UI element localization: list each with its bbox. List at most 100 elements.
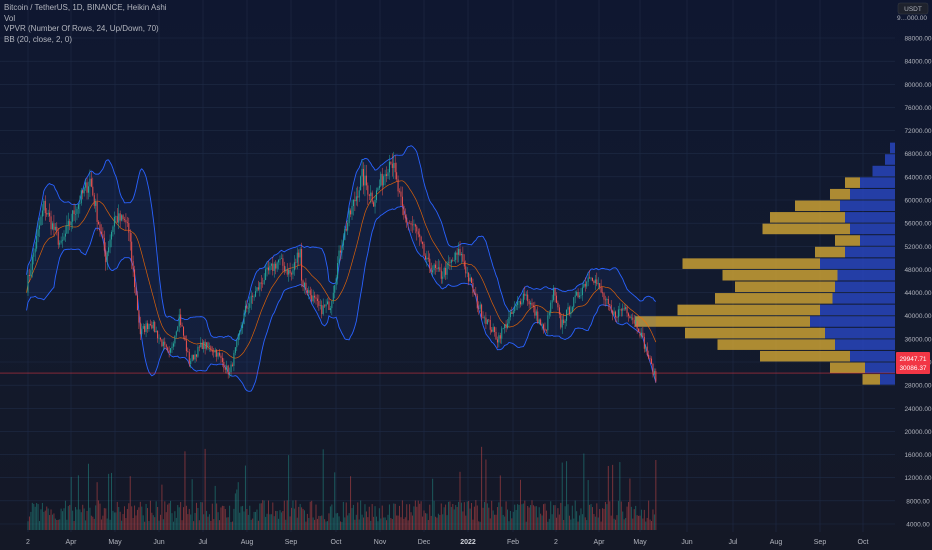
currency-badge[interactable]: USDT 9…000.00	[897, 2, 929, 22]
volume-bar	[293, 508, 295, 530]
time-tick-label: 2	[26, 539, 30, 546]
volume-bar	[568, 515, 570, 530]
time-axis[interactable]: 2 Apr May Jun Jul Aug Sep Oct Nov Dec 2022 Feb 2 Apr M…	[26, 539, 868, 546]
candle-body	[466, 272, 468, 274]
volume-bar	[41, 502, 43, 530]
volume-bar	[149, 500, 151, 530]
candle-body	[265, 269, 267, 280]
volume-bar	[576, 511, 578, 530]
volume-bar	[351, 508, 353, 530]
candle-body	[30, 270, 32, 276]
volume-bar	[361, 514, 363, 530]
volume-bar	[308, 517, 310, 530]
candle-body	[617, 309, 619, 318]
vpvr-down-bar	[722, 269, 838, 281]
volume-bar	[87, 463, 89, 530]
candle-body	[59, 242, 61, 245]
volume-bar	[171, 513, 173, 530]
candle-body	[341, 245, 343, 253]
volume-bar	[70, 476, 72, 530]
volume-indicator-label[interactable]: Vol	[4, 13, 16, 23]
volume-bar	[344, 517, 346, 530]
volume-bar	[368, 506, 370, 530]
volume-bar	[142, 515, 144, 530]
candle-body	[509, 312, 511, 318]
volume-bar	[270, 514, 272, 530]
candle-body	[348, 210, 350, 223]
volume-bar	[177, 505, 179, 530]
candle-body	[446, 262, 448, 275]
candle-body	[422, 241, 424, 245]
candle-body	[468, 272, 470, 282]
candle-body	[383, 176, 385, 186]
volume-bar	[603, 508, 605, 530]
volume-bar	[227, 517, 229, 530]
volume-bar	[83, 508, 85, 530]
volume-bar	[193, 521, 195, 530]
candle-body	[368, 194, 370, 196]
volume-bar	[217, 512, 219, 530]
candle-body	[374, 199, 376, 207]
candle-body	[77, 204, 79, 209]
candle-body	[301, 249, 303, 281]
volume-bar	[125, 518, 127, 530]
volume-bar	[417, 500, 419, 530]
candle-body	[535, 311, 537, 316]
candle-body	[482, 316, 484, 318]
volume-bar	[640, 509, 642, 530]
candle-body	[285, 269, 287, 272]
vpvr-down-bar	[830, 362, 865, 374]
candle-body	[159, 337, 161, 340]
volume-bar	[302, 508, 304, 530]
candle-body	[643, 336, 645, 349]
volume-bar	[525, 521, 527, 530]
volume-bar	[62, 511, 64, 530]
volume-bar	[118, 506, 120, 530]
price-axis[interactable]: 88000.00 84000.00 80000.00 76000.00 72000.00…	[904, 36, 931, 529]
volume-bar	[211, 503, 213, 530]
vpvr-down-bar	[717, 339, 835, 350]
volume-bar	[168, 503, 170, 530]
vpvr-down-bar	[815, 246, 845, 258]
candle-body	[571, 307, 573, 312]
candle-body	[170, 348, 172, 353]
candle-body	[239, 330, 241, 335]
candle-body	[387, 172, 389, 176]
volume-bar	[178, 507, 180, 530]
candle-body	[414, 224, 416, 227]
vpvr-indicator-label[interactable]: VPVR (Number Of Rows, 24, Up/Down, 70)	[4, 24, 159, 33]
prev-price-label: 29947.71	[899, 356, 926, 363]
volume-bar	[63, 508, 65, 530]
symbol-title[interactable]: Bitcoin / TetherUS, 1D, BINANCE, Heikin …	[4, 3, 167, 12]
price-tick-label: 80000.00	[904, 82, 931, 89]
volume-bar	[60, 508, 62, 530]
time-tick-label: Apr	[594, 539, 606, 546]
candle-body	[303, 282, 305, 287]
volume-bar	[476, 505, 478, 530]
volume-bar	[498, 502, 500, 530]
candle-body	[116, 216, 118, 223]
candle-body	[105, 250, 107, 263]
candle-body	[502, 328, 504, 329]
price-tick-label: 52000.00	[904, 244, 931, 251]
volume-bar	[72, 510, 74, 530]
volume-bar	[200, 502, 202, 530]
volume-bar	[247, 514, 249, 530]
candle-body	[472, 283, 474, 293]
volume-bar	[230, 521, 232, 530]
candle-body	[554, 288, 556, 296]
bb-indicator-label[interactable]: BB (20, close, 2, 0)	[4, 34, 73, 44]
candle-body	[206, 342, 208, 349]
candle-body	[345, 228, 347, 231]
volume-bar	[79, 509, 81, 530]
candle-body	[111, 231, 113, 240]
candle-body	[275, 263, 277, 269]
candle-body	[450, 260, 452, 263]
candle-body	[257, 287, 259, 290]
candle-body	[132, 261, 134, 270]
bb-upper-line	[26, 145, 657, 342]
volume-bar	[115, 512, 117, 530]
candle-body	[135, 287, 137, 296]
